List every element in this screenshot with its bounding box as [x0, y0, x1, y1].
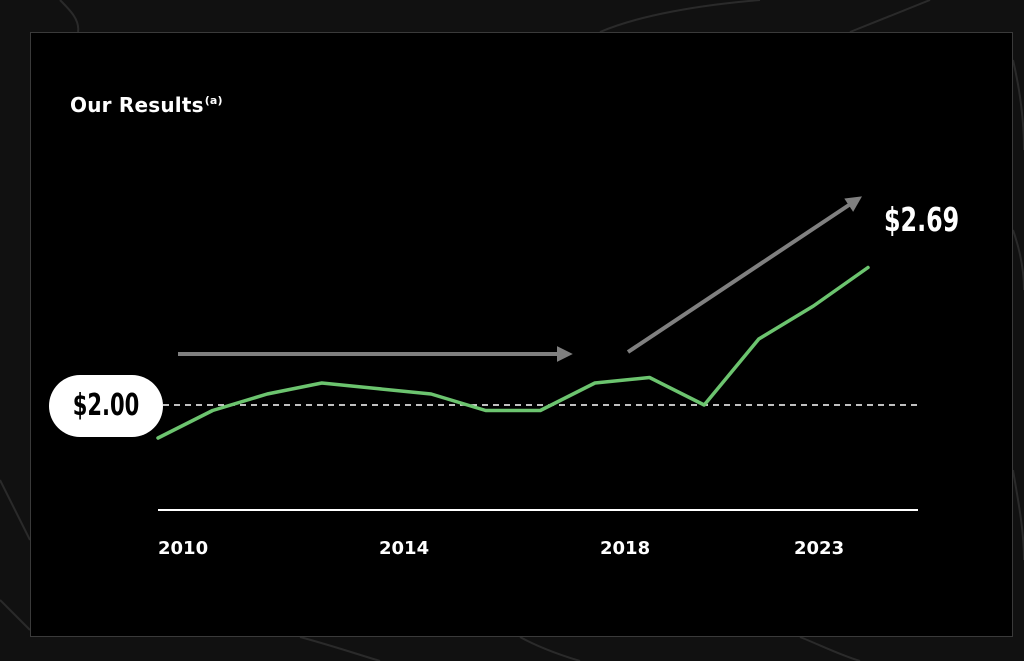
chart-title-text: Our Results [70, 93, 204, 117]
chart-title: Our Results(a) [70, 93, 223, 117]
x-tick-label: 2023 [794, 538, 845, 559]
reference-value-label: $2.00 [72, 388, 140, 423]
x-tick-label: 2014 [379, 538, 430, 559]
x-tick-label: 2018 [600, 538, 651, 559]
title-footnote-marker: (a) [204, 94, 223, 107]
end-value-label: $2.69 [884, 200, 960, 239]
x-tick-label: 2010 [158, 538, 209, 559]
reference-value-badge [49, 375, 163, 437]
growth-trend-arrow [626, 196, 862, 354]
series-line [156, 265, 870, 440]
chart-panel [30, 32, 1013, 637]
